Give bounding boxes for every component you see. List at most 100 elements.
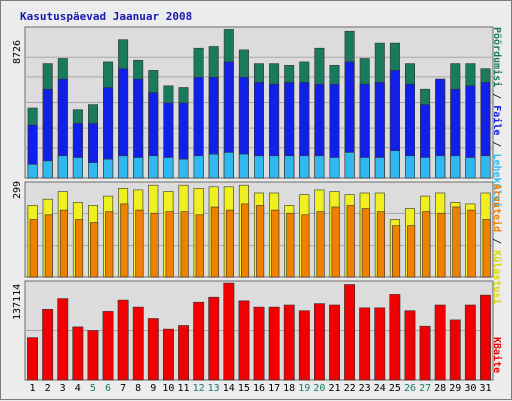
bar-arvuteid-day-31: [482, 219, 491, 278]
bar-leheklgi-day-16: [254, 155, 265, 179]
bar-leheklgi-day-13: [208, 153, 219, 179]
legend-item-faile: Faile: [491, 105, 502, 136]
bar-arvuteid-day-8: [135, 209, 144, 278]
chart-title: Kasutuspäevad Jaanuar 2008: [20, 10, 193, 23]
day-label-27: 27: [419, 383, 432, 394]
bar-arvuteid-day-14: [225, 209, 234, 278]
bar-leheklgi-day-29: [450, 155, 461, 179]
bar-kbaite-day-30: [464, 304, 476, 381]
bar-leheklgi-day-5: [88, 162, 99, 179]
day-label-11: 11: [177, 383, 190, 394]
day-label-6: 6: [104, 383, 112, 394]
bar-arvuteid-day-16: [256, 205, 265, 278]
day-label-5: 5: [89, 383, 96, 394]
bar-arvuteid-day-27: [422, 211, 431, 278]
bar-kbaite-day-26: [404, 310, 416, 381]
day-label-12: 12: [192, 383, 205, 394]
bar-arvuteid-day-11: [180, 211, 189, 278]
bar-arvuteid-day-5: [90, 222, 99, 278]
bar-kbaite-day-6: [102, 311, 114, 381]
bar-kbaite-day-13: [208, 296, 220, 381]
bar-arvuteid-day-22: [346, 205, 355, 278]
bar-kbaite-day-8: [132, 306, 144, 381]
day-label-31: 31: [479, 383, 492, 394]
bar-arvuteid-day-2: [44, 214, 53, 278]
bar-arvuteid-day-4: [75, 219, 84, 278]
day-label-14: 14: [222, 383, 235, 394]
bar-leheklgi-day-3: [57, 155, 68, 179]
bar-kbaite-day-28: [434, 304, 446, 381]
bar-leheklgi-day-4: [72, 157, 83, 179]
bar-arvuteid-day-15: [241, 203, 250, 278]
bar-arvuteid-day-6: [105, 211, 114, 278]
day-label-24: 24: [373, 383, 386, 394]
bar-leheklgi-day-9: [148, 155, 159, 179]
bar-leheklgi-day-26: [404, 155, 415, 179]
bar-leheklgi-day-7: [118, 155, 129, 179]
day-label-13: 13: [207, 383, 220, 394]
day-label-30: 30: [464, 383, 477, 394]
bar-leheklgi-day-6: [103, 158, 114, 179]
bar-kbaite-day-22: [344, 284, 355, 381]
day-label-18: 18: [283, 383, 296, 394]
bar-leheklgi-day-1: [27, 164, 38, 179]
bar-kbaite-day-29: [449, 319, 461, 381]
bar-kbaite-day-31: [479, 294, 491, 381]
day-label-23: 23: [358, 383, 371, 394]
bar-arvuteid-day-10: [165, 211, 174, 278]
bar-leheklgi-day-30: [465, 157, 476, 179]
bar-kbaite-day-21: [329, 304, 340, 381]
bar-arvuteid-day-29: [452, 206, 461, 278]
bar-leheklgi-day-11: [178, 158, 189, 179]
bar-arvuteid-day-30: [467, 209, 476, 278]
bar-leheklgi-day-22: [344, 152, 355, 179]
bar-kbaite-day-2: [42, 308, 54, 381]
bar-arvuteid-day-23: [361, 208, 370, 278]
day-axis: 1 2 3 4 5 6 7 8 9 10 11 12 13 14 15 16 17 18 19 20 21 22 23 24 2…: [1, 383, 512, 397]
bar-leheklgi-day-23: [359, 157, 370, 179]
bar-kbaite-day-20: [313, 303, 325, 381]
bar-kbaite-day-3: [57, 298, 69, 381]
day-label-21: 21: [328, 383, 341, 394]
legend-item-poordumisi: Pöördumisi: [491, 27, 502, 88]
bar-leheklgi-day-15: [238, 153, 249, 179]
bar-leheklgi-day-2: [42, 160, 53, 179]
bar-kbaite-day-7: [117, 299, 129, 381]
bar-leheklgi-day-18: [284, 155, 295, 179]
day-label-17: 17: [268, 383, 281, 394]
bar-leheklgi-day-27: [420, 157, 431, 179]
day-label-19: 19: [298, 383, 311, 394]
bar-arvuteid-day-3: [59, 209, 69, 278]
bar-kbaite-day-11: [178, 325, 189, 381]
bar-arvuteid-day-1: [29, 219, 38, 278]
bar-kbaite-day-1: [27, 337, 38, 381]
bar-leheklgi-day-24: [374, 157, 385, 179]
bar-kbaite-day-25: [389, 294, 401, 381]
day-label-3: 3: [59, 383, 66, 394]
day-label-15: 15: [237, 383, 250, 394]
legend-item-arvuteid: Arvuteid: [491, 184, 502, 233]
day-label-4: 4: [74, 383, 81, 394]
bar-leheklgi-day-28: [435, 155, 446, 179]
bar-leheklgi-day-19: [299, 155, 310, 179]
bar-leheklgi-day-17: [269, 155, 280, 179]
bar-arvuteid-day-17: [271, 209, 280, 278]
bar-kbaite-day-17: [268, 306, 280, 381]
bar-kbaite-day-23: [359, 307, 371, 381]
bar-leheklgi-day-20: [314, 155, 325, 179]
bar-arvuteid-day-18: [286, 212, 295, 278]
bar-kbaite-day-10: [163, 328, 174, 381]
top-legend: Pöördumisi / Faile / Lehekülgi: [491, 27, 502, 208]
bar-kbaite-day-4: [72, 326, 84, 381]
mid-legend: Arvuteid / Külastusi: [491, 184, 502, 305]
bar-kbaite-day-5: [87, 330, 99, 381]
bar-leheklgi-day-10: [163, 157, 174, 179]
bar-kbaite-day-18: [283, 304, 295, 381]
day-label-7: 7: [120, 383, 127, 394]
day-label-1: 1: [29, 383, 36, 394]
day-label-26: 26: [403, 383, 417, 394]
bar-arvuteid-day-9: [150, 212, 159, 278]
day-label-29: 29: [449, 383, 462, 394]
bar-arvuteid-day-26: [407, 225, 416, 278]
